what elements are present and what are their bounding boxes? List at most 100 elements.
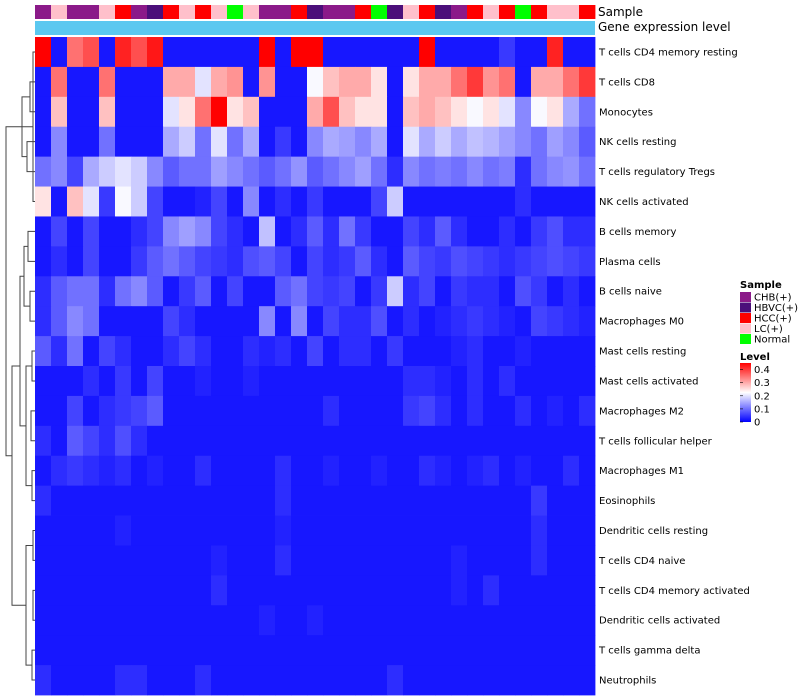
heatmap-cell xyxy=(403,216,420,247)
heatmap-cell xyxy=(307,665,324,696)
sample-legend: Sample CHB(+)HBVC(+)HCC(+)LC(+)Normal xyxy=(740,280,798,346)
heatmap-cell xyxy=(227,126,244,158)
heatmap-cell xyxy=(179,96,196,128)
heatmap-cell xyxy=(307,306,324,337)
heatmap-cell xyxy=(243,485,260,516)
heatmap-cell xyxy=(275,186,292,217)
heatmap-cell xyxy=(371,276,388,307)
heatmap-cell xyxy=(515,336,532,367)
heatmap-cell xyxy=(483,455,500,487)
heatmap-cell xyxy=(83,186,100,217)
heatmap-cell xyxy=(499,96,516,128)
heatmap-cell xyxy=(179,605,196,636)
heatmap-cell xyxy=(227,216,244,247)
heatmap-cell xyxy=(131,635,148,666)
heatmap-cell xyxy=(275,66,292,98)
heatmap-cell xyxy=(99,485,116,516)
heatmap-cell xyxy=(467,216,484,247)
heatmap-cell xyxy=(163,186,180,217)
heatmap-cell xyxy=(115,216,132,247)
heatmap-cell xyxy=(195,515,212,546)
heatmap-cell xyxy=(259,366,276,397)
heatmap-cell xyxy=(499,545,516,576)
heatmap-cell xyxy=(355,545,372,576)
heatmap-cell xyxy=(275,126,292,158)
heatmap-cell xyxy=(499,366,516,397)
sample-cell xyxy=(35,5,52,19)
heatmap-cell xyxy=(291,485,308,516)
heatmap-cell xyxy=(547,665,564,696)
heatmap-cell xyxy=(467,306,484,337)
heatmap-cell xyxy=(115,306,132,337)
heatmap-cell xyxy=(259,306,276,337)
heatmap-cell xyxy=(35,156,52,187)
heatmap-cell xyxy=(467,485,484,516)
heatmap-cell xyxy=(339,186,356,217)
heatmap-cell xyxy=(371,575,388,606)
heatmap-cell xyxy=(323,635,340,666)
heatmap-cell xyxy=(403,336,420,367)
heatmap-cell xyxy=(115,186,132,217)
heatmap-cell xyxy=(131,425,148,457)
heatmap-cell xyxy=(531,37,548,68)
heatmap-cell xyxy=(467,545,484,576)
heatmap-cell xyxy=(339,665,356,696)
heatmap-cell xyxy=(579,366,596,397)
heatmap-cell xyxy=(35,216,52,247)
dendrogram-branch xyxy=(32,589,35,621)
heatmap-cell xyxy=(451,216,468,247)
heatmap-cell xyxy=(99,306,116,337)
heatmap-cell xyxy=(355,37,372,68)
heatmap-cell xyxy=(259,395,276,427)
heatmap-cell xyxy=(195,425,212,457)
heatmap-cell xyxy=(371,425,388,457)
heatmap-cell xyxy=(563,485,580,516)
heatmap-cell xyxy=(419,246,436,277)
heatmap-cell xyxy=(467,37,484,68)
heatmap-cell xyxy=(435,485,452,516)
heatmap-cell xyxy=(147,575,164,606)
heatmap-cell xyxy=(451,246,468,277)
heatmap-cell xyxy=(211,635,228,666)
heatmap-cell xyxy=(195,126,212,158)
heatmap-cell xyxy=(435,425,452,457)
heatmap-cell xyxy=(371,126,388,158)
heatmap-cell xyxy=(195,216,212,247)
heatmap-cell xyxy=(195,66,212,98)
heatmap-cell xyxy=(51,366,68,397)
heatmap-cell xyxy=(35,545,52,576)
heatmap-cell xyxy=(147,515,164,546)
heatmap-cell xyxy=(515,186,532,217)
heatmap-cell xyxy=(227,336,244,367)
heatmap-cell xyxy=(435,366,452,397)
heatmap-cell xyxy=(355,126,372,158)
heatmap-cell xyxy=(451,575,468,606)
heatmap-cell xyxy=(179,545,196,576)
heatmap-cell xyxy=(51,545,68,576)
heatmap-cell xyxy=(35,485,52,516)
heatmap-cell xyxy=(451,186,468,217)
heatmap-cell xyxy=(275,306,292,337)
heatmap-cell xyxy=(387,186,404,217)
heatmap-cell xyxy=(131,515,148,546)
heatmap-cell xyxy=(99,276,116,307)
heatmap-cell xyxy=(243,336,260,367)
heatmap-cell xyxy=(451,515,468,546)
row-label: Plasma cells xyxy=(599,257,661,268)
heatmap-cell xyxy=(499,575,516,606)
heatmap-cell xyxy=(451,485,468,516)
heatmap-cell xyxy=(339,126,356,158)
heatmap-cell xyxy=(99,425,116,457)
heatmap-cell xyxy=(163,216,180,247)
row-label: T cells CD8 xyxy=(598,77,655,88)
heatmap-cell xyxy=(371,66,388,98)
heatmap-cell xyxy=(387,545,404,576)
heatmap-cell xyxy=(355,455,372,487)
heatmap-cell xyxy=(323,156,340,187)
heatmap-cell xyxy=(291,635,308,666)
heatmap-cell xyxy=(419,485,436,516)
heatmap-cell xyxy=(35,186,52,217)
heatmap-cell xyxy=(195,96,212,128)
heatmap-cell xyxy=(579,665,596,696)
heatmap-cell xyxy=(515,545,532,576)
